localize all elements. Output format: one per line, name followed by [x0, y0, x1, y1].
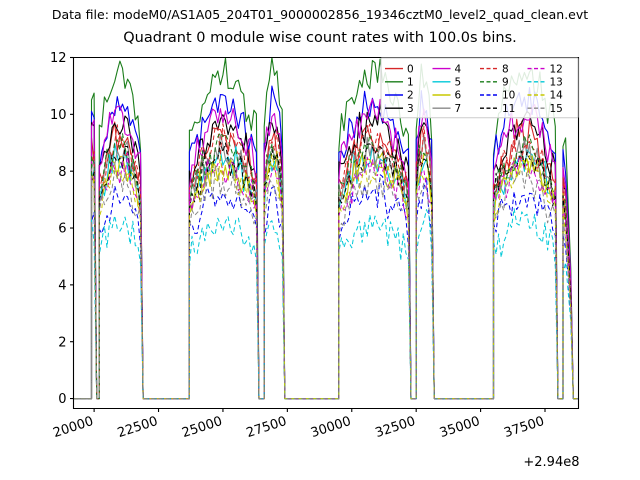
series-line-4 [73, 98, 579, 400]
x-tick-label: 20000 [51, 414, 95, 441]
legend-label-4: 4 [455, 63, 462, 75]
data-file-label: Data file: modeM0/AS1A05_204T01_90000028… [51, 7, 589, 22]
legend-entry-14[interactable]: 14 [527, 90, 564, 102]
legend-label-14: 14 [550, 90, 564, 102]
legend-label-7: 7 [455, 103, 462, 115]
legend-entry-7[interactable]: 7 [432, 103, 462, 115]
legend-label-0: 0 [407, 63, 414, 75]
x-tick-label: 25000 [180, 414, 224, 441]
plot-title: Quadrant 0 module wise count rates with … [123, 30, 517, 46]
legend-entry-0[interactable]: 0 [385, 63, 414, 75]
x-axis-offset-label: +2.94e8 [523, 455, 579, 470]
legend-label-5: 5 [455, 77, 462, 89]
x-tick-label: 37500 [502, 414, 546, 441]
y-tick-label: 4 [58, 278, 66, 293]
series-line-9 [73, 132, 579, 400]
legend-label-6: 6 [455, 90, 462, 102]
legend-entry-10[interactable]: 10 [480, 90, 515, 102]
y-tick-label: 0 [58, 392, 66, 407]
legend-label-12: 12 [550, 63, 563, 75]
legend-box [380, 57, 579, 119]
series-line-13 [73, 208, 579, 400]
y-tick-label: 8 [58, 165, 66, 180]
legend-entry-1[interactable]: 1 [385, 77, 414, 89]
legend-entry-13[interactable]: 13 [527, 77, 563, 89]
y-tick-label: 2 [58, 335, 66, 350]
legend-entry-5[interactable]: 5 [432, 77, 462, 89]
legend-label-10: 10 [502, 90, 515, 102]
series-line-2 [73, 85, 579, 400]
series-line-15 [73, 165, 579, 400]
legend-entry-6[interactable]: 6 [432, 90, 462, 102]
legend-label-11: 11 [502, 103, 515, 115]
legend-label-13: 13 [550, 77, 563, 89]
legend-entry-8[interactable]: 8 [480, 63, 509, 75]
y-tick-label: 6 [58, 222, 66, 237]
legend-entry-15[interactable]: 15 [527, 103, 563, 115]
legend-entry-3[interactable]: 3 [385, 103, 414, 115]
x-tick-label: 35000 [438, 414, 482, 441]
x-tick-label: 30000 [309, 414, 353, 441]
legend-entry-9[interactable]: 9 [480, 77, 509, 89]
legend-entry-4[interactable]: 4 [432, 63, 462, 75]
legend-label-9: 9 [502, 77, 509, 89]
legend-label-8: 8 [502, 63, 509, 75]
legend-label-2: 2 [407, 90, 414, 102]
legend-entry-2[interactable]: 2 [385, 90, 414, 102]
series-line-7 [73, 134, 579, 400]
legend-entry-12[interactable]: 12 [527, 63, 563, 75]
legend-label-3: 3 [407, 103, 414, 115]
x-tick-label: 32500 [373, 414, 417, 441]
x-tick-label: 22500 [116, 414, 160, 441]
series-line-6 [73, 150, 579, 400]
x-tick-label: 27500 [245, 414, 289, 441]
legend-label-1: 1 [407, 77, 414, 89]
legend-label-15: 15 [550, 103, 563, 115]
series-line-12 [73, 152, 579, 400]
legend-entry-11[interactable]: 11 [480, 103, 515, 115]
y-tick-label: 12 [50, 51, 67, 66]
y-tick-label: 10 [50, 108, 67, 123]
series-line-3 [73, 103, 579, 400]
